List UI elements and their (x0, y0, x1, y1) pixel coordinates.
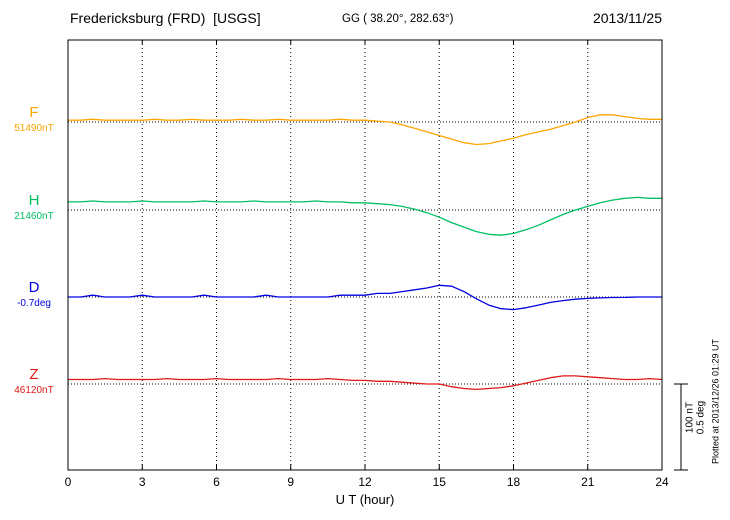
series-reference-D: -0.7deg (17, 298, 51, 309)
plotted-at-timestamp: Plotted at 2013/12/26 01:29 UT (710, 338, 721, 465)
series-letter-H: H (28, 192, 40, 209)
observation-date: 2013/11/25 (592, 10, 662, 26)
series-letter-Z: Z (29, 366, 39, 383)
series-label-H: H 21460nT (4, 192, 64, 223)
trace-Z (67, 375, 663, 391)
series-reference-Z: 46120nT (14, 385, 54, 396)
x-tick-label: 18 (507, 475, 521, 489)
series-letter-D: D (28, 279, 40, 296)
series-label-D: D -0.7deg (4, 279, 64, 310)
x-axis-title: U T (hour) (335, 492, 395, 507)
plot-frame (67, 39, 663, 471)
x-tick-label: 15 (433, 475, 447, 489)
x-tick-label: 24 (655, 475, 669, 489)
station-title: Fredericksburg (FRD) [USGS] (70, 10, 261, 26)
series-reference-F: 51490nT (14, 123, 54, 134)
scale-label-deg: 0.5 deg (695, 400, 707, 435)
trace-H (67, 196, 663, 236)
series-letter-F: F (29, 104, 39, 121)
x-tick-label: 3 (139, 475, 146, 489)
trace-F (67, 114, 663, 146)
series-label-F: F 51490nT (4, 104, 64, 135)
x-tick-label: 21 (581, 475, 595, 489)
x-tick-label: 12 (358, 475, 372, 489)
scale-label-nt: 100 nT (684, 401, 696, 434)
x-tick-label: 0 (65, 475, 72, 489)
series-reference-H: 21460nT (14, 211, 54, 222)
x-tick-label: 6 (213, 475, 220, 489)
geographic-coordinates: GG ( 38.20°, 282.63°) (342, 13, 454, 25)
x-tick-label: 9 (287, 475, 294, 489)
trace-D (67, 284, 663, 311)
series-label-Z: Z 46120nT (4, 366, 64, 397)
